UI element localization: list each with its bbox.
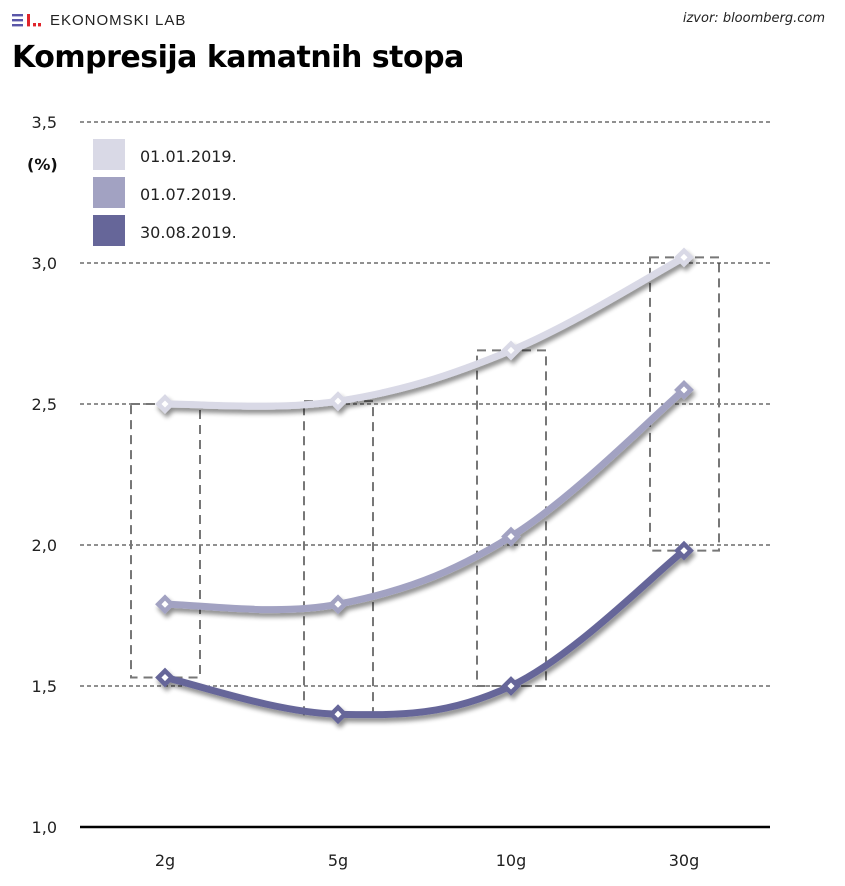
data-point-center (334, 397, 342, 405)
x-tick-labels: 2g 5g 10g 30g (155, 851, 699, 870)
legend-swatch (93, 215, 125, 246)
brand: EKONOMSKI LAB (12, 10, 186, 30)
data-point-center (680, 253, 688, 261)
data-point-center (161, 400, 169, 408)
series-2 (155, 380, 694, 615)
range-box-5g (303, 400, 374, 716)
legend-label: 01.07.2019. (140, 185, 237, 204)
range-boxes (130, 256, 720, 716)
y-tick-label: 1,5 (32, 677, 57, 696)
chart-title: Kompresija kamatnih stopa (12, 40, 464, 75)
legend: 01.01.2019. 01.07.2019. 30.08.2019. (93, 139, 237, 246)
y-tick-label: 2,5 (32, 395, 57, 414)
legend-label: 01.01.2019. (140, 147, 237, 166)
legend-swatch (93, 177, 125, 208)
legend-swatch (93, 139, 125, 170)
data-point-center (507, 682, 515, 690)
brand-name: EKONOMSKI LAB (50, 11, 187, 29)
data-point-center (161, 600, 169, 608)
data-point-center (334, 710, 342, 718)
series-3 (155, 540, 694, 725)
series-1 (155, 247, 694, 414)
x-tick-label: 30g (669, 851, 700, 870)
x-tick-label: 2g (155, 851, 175, 870)
range-box-2g (130, 403, 201, 679)
x-tick-label: 10g (496, 851, 527, 870)
series-line (161, 547, 688, 719)
y-tick-label: 3,5 (32, 113, 57, 132)
y-tick-labels: 1,0 1,5 2,0 2,5 3,0 3,5 (32, 113, 57, 837)
series-line (161, 386, 688, 614)
data-point-center (680, 547, 688, 555)
brand-logo-icon (12, 14, 41, 27)
data-point-center (507, 533, 515, 541)
source-note: izvor: bloomberg.com (682, 11, 825, 26)
y-tick-label: 3,0 (32, 254, 57, 273)
series-lines (155, 247, 694, 725)
legend-label: 30.08.2019. (140, 223, 237, 242)
data-point-center (334, 600, 342, 608)
data-point-center (507, 346, 515, 354)
x-tick-label: 5g (328, 851, 348, 870)
series-line (161, 253, 688, 410)
data-point-center (161, 674, 169, 682)
y-tick-label: 1,0 (32, 818, 57, 837)
y-axis-unit: (%) (27, 155, 58, 174)
y-tick-label: 2,0 (32, 536, 57, 555)
data-point-center (680, 386, 688, 394)
